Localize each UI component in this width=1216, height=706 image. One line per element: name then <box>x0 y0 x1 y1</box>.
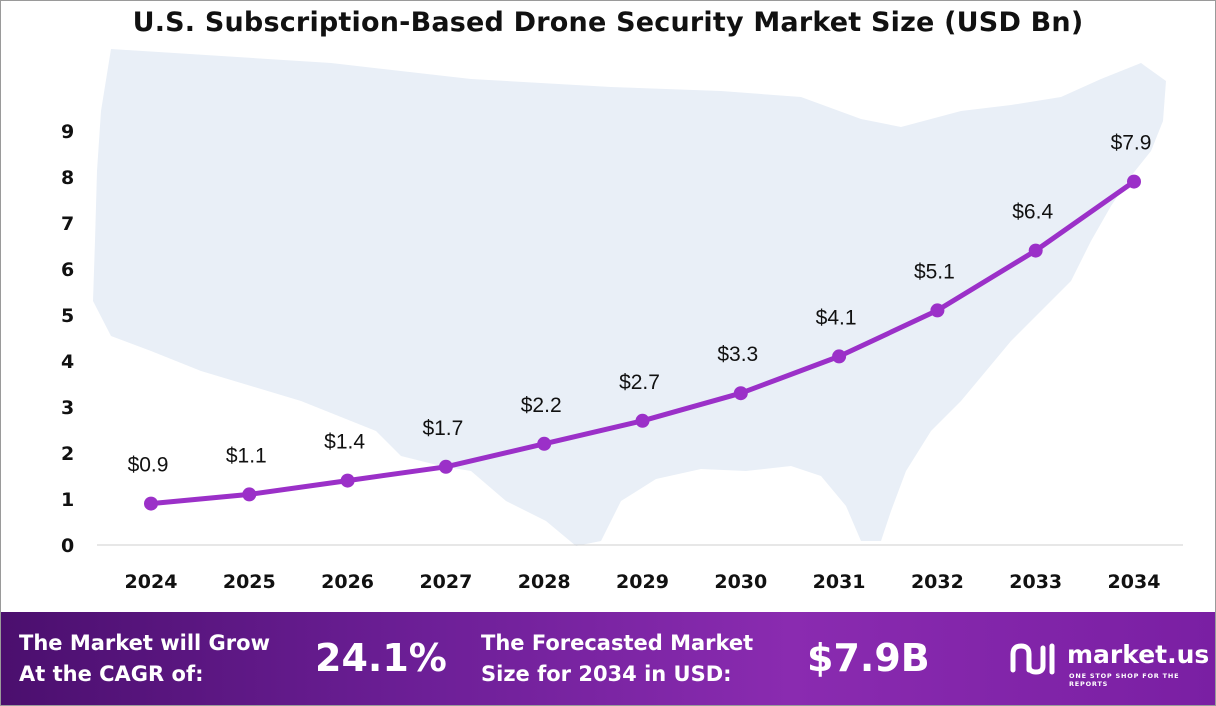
x-tick-label: 2026 <box>321 571 374 593</box>
cagr-caption-line1: The Market will Grow <box>19 631 270 655</box>
data-label: $1.7 <box>422 417 463 440</box>
data-label: $5.1 <box>914 260 955 283</box>
x-tick-label: 2027 <box>419 571 472 593</box>
x-tick-label: 2034 <box>1108 571 1161 593</box>
cagr-value: 24.1% <box>315 636 447 680</box>
data-label: $6.4 <box>1012 201 1053 224</box>
forecast-caption-line2: Size for 2034 in USD: <box>481 662 732 686</box>
data-point <box>340 473 355 488</box>
data-label: $1.4 <box>324 431 365 454</box>
y-tick-label: 8 <box>61 167 74 189</box>
data-point <box>733 386 748 401</box>
x-tick-label: 2025 <box>223 571 276 593</box>
data-point <box>1028 243 1043 258</box>
y-axis: 0 1 2 3 4 5 6 7 8 9 <box>61 121 74 557</box>
x-tick-label: 2028 <box>518 571 571 593</box>
x-tick-label: 2032 <box>911 571 964 593</box>
data-label: $7.9 <box>1111 132 1152 155</box>
forecast-caption-line1: The Forecasted Market <box>481 631 754 655</box>
footer-banner: The Market will Grow At the CAGR of: 24.… <box>1 612 1215 705</box>
data-point <box>635 413 650 428</box>
market-us-logo-icon <box>1010 643 1055 675</box>
forecast-caption: The Forecasted Market Size for 2034 in U… <box>481 628 753 690</box>
chart-title: U.S. Subscription-Based Drone Security M… <box>132 7 1084 38</box>
x-axis: 2024 2025 2026 2027 2028 2029 2030 2031 2032 2033… <box>125 571 1161 593</box>
brand-tagline: ONE STOP SHOP FOR THE REPORTS <box>1069 672 1180 688</box>
data-point <box>242 487 257 502</box>
data-point <box>537 436 552 451</box>
data-point <box>1127 174 1141 189</box>
cagr-caption: The Market will Grow At the CAGR of: <box>19 628 270 690</box>
data-labels: $0.9 $1.1 $1.4 $1.7 $2.2 $2.7 $3.3 $4.1 $5.1 $6.4… <box>128 132 1152 477</box>
x-tick-label: 2024 <box>125 571 178 593</box>
y-tick-label: 6 <box>61 259 74 281</box>
y-tick-label: 5 <box>61 305 74 327</box>
data-label: $1.1 <box>226 444 267 467</box>
data-label: $2.2 <box>521 394 562 417</box>
data-point <box>144 496 158 511</box>
x-tick-label: 2029 <box>616 571 669 593</box>
forecast-value: $7.9B <box>807 636 930 680</box>
us-map-silhouette <box>93 49 1166 546</box>
data-point <box>930 303 945 318</box>
y-tick-label: 9 <box>61 121 74 143</box>
x-tick-label: 2030 <box>714 571 767 593</box>
y-tick-label: 2 <box>61 443 74 465</box>
data-point <box>438 459 453 474</box>
brand-name: market.us <box>1067 640 1210 669</box>
data-label: $4.1 <box>816 306 857 329</box>
data-label: $0.9 <box>128 454 169 477</box>
y-tick-label: 1 <box>61 489 74 511</box>
y-tick-label: 4 <box>61 351 74 373</box>
data-point <box>832 349 847 364</box>
y-tick-label: 7 <box>61 213 74 235</box>
y-tick-label: 3 <box>61 397 74 419</box>
x-tick-label: 2031 <box>813 571 866 593</box>
y-tick-label: 0 <box>61 535 74 557</box>
data-label: $3.3 <box>717 343 758 366</box>
cagr-caption-line2: At the CAGR of: <box>19 662 204 686</box>
x-tick-label: 2033 <box>1009 571 1062 593</box>
data-label: $2.7 <box>619 371 660 394</box>
data-points <box>144 174 1141 511</box>
